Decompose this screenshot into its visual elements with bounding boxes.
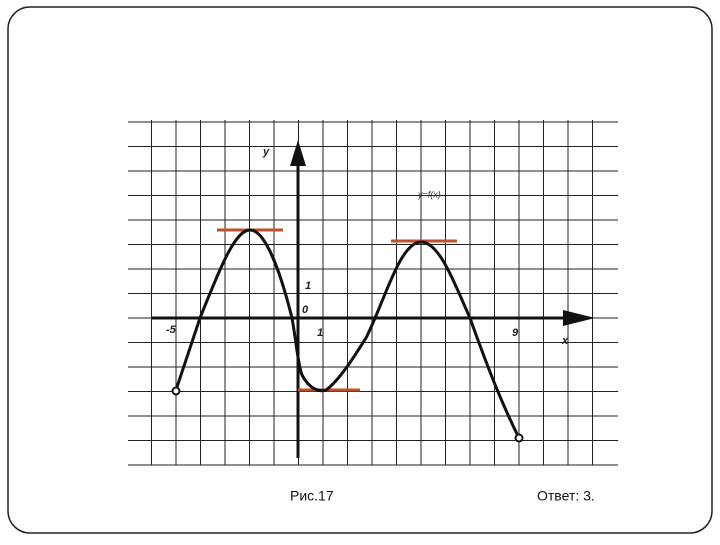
caption: Рис.17 bbox=[290, 488, 334, 504]
x-arrow bbox=[563, 310, 595, 326]
axis-label: x bbox=[561, 335, 569, 347]
function-label: y=f(x) bbox=[417, 189, 441, 199]
axis-label: y bbox=[262, 146, 270, 158]
tick-label: -5 bbox=[166, 324, 177, 336]
tick-label: 9 bbox=[512, 327, 519, 339]
open-endpoint bbox=[514, 433, 524, 443]
slide-frame bbox=[7, 6, 713, 534]
unit-label: 1 bbox=[305, 280, 311, 292]
open-endpoint bbox=[171, 386, 181, 396]
origin-label: 0 bbox=[302, 304, 309, 316]
unit-label: 1 bbox=[317, 327, 323, 339]
grid bbox=[128, 120, 618, 466]
function-curve bbox=[174, 228, 521, 439]
y-arrow bbox=[290, 140, 306, 166]
answer: Ответ: 3. bbox=[537, 488, 595, 504]
